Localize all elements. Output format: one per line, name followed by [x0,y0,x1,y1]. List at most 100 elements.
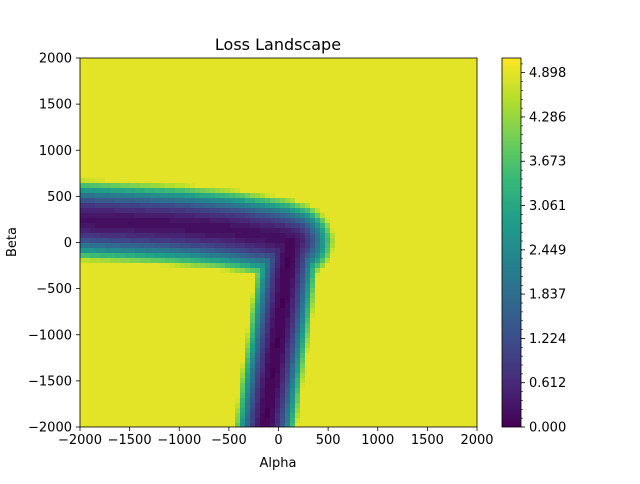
contour-cell [90,63,96,69]
contour-cell [255,118,261,124]
contour-cell [315,113,321,119]
contour-cell [80,168,86,174]
contour-cell [390,93,396,99]
contour-cell [270,188,276,194]
contour-cell [435,258,441,264]
contour-cell [470,213,476,219]
contour-cell [185,193,191,199]
contour-cell [455,98,461,104]
contour-cell [465,273,471,279]
contour-cell [105,63,111,69]
contour-cell [285,118,291,124]
contour-cell [345,363,351,369]
contour-cell [365,163,371,169]
contour-cell [360,213,366,219]
contour-cell [370,208,376,214]
contour-cell [130,133,136,139]
contour-cell [235,108,241,114]
contour-cell [440,78,446,84]
contour-cell [355,108,361,114]
contour-cell [190,343,196,349]
contour-cell [430,78,436,84]
contour-cell [230,213,236,219]
contour-cell [355,58,361,64]
contour-cell [405,303,411,309]
contour-cell [85,288,91,294]
contour-cell [425,153,431,159]
contour-cell [180,58,186,64]
contour-cell [120,138,126,144]
contour-cell [330,363,336,369]
contour-cell [215,278,221,284]
contour-cell [450,243,456,249]
contour-cell [470,63,476,69]
contour-cell [240,173,246,179]
contour-cell [130,78,136,84]
contour-cell [255,228,261,234]
contour-cell [240,233,246,239]
contour-cell [270,73,276,79]
contour-cell [360,343,366,349]
contour-cell [290,58,296,64]
contour-cell [300,178,306,184]
contour-cell [145,248,151,254]
contour-cell [95,308,101,314]
contour-cell [165,213,171,219]
contour-cell [470,88,476,94]
contour-cell [185,278,191,284]
contour-cell [155,168,161,174]
contour-cell [425,133,431,139]
contour-cell [115,203,121,209]
contour-cell [385,248,391,254]
contour-cell [135,133,141,139]
contour-cell [450,178,456,184]
contour-cell [290,183,296,189]
contour-cell [375,178,381,184]
contour-cell [245,318,251,324]
contour-cell [355,263,361,269]
contour-cell [325,133,331,139]
contour-cell [160,293,166,299]
contour-cell [275,363,281,369]
contour-cell [340,58,346,64]
contour-cell [425,343,431,349]
contour-cell [265,318,271,324]
contour-cell [340,218,346,224]
contour-cell [405,158,411,164]
contour-cell [200,133,206,139]
contour-cell [335,238,341,244]
contour-cell [200,128,206,134]
contour-cell [245,178,251,184]
contour-cell [215,308,221,314]
contour-cell [210,288,216,294]
contour-cell [400,93,406,99]
contour-cell [180,153,186,159]
contour-cell [235,233,241,239]
contour-cell [200,143,206,149]
contour-cell [130,128,136,134]
contour-cell [290,363,296,369]
contour-cell [350,303,356,309]
contour-cell [315,148,321,154]
contour-cell [290,83,296,89]
contour-cell [440,278,446,284]
contour-cell [265,233,271,239]
contour-cell [320,233,326,239]
contour-cell [245,358,251,364]
contour-cell [155,243,161,249]
contour-cell [175,153,181,159]
contour-cell [390,148,396,154]
contour-cell [200,283,206,289]
contour-cell [260,288,266,294]
contour-cell [315,333,321,339]
contour-cell [230,368,236,374]
contour-cell [290,323,296,329]
contour-cell [80,88,86,94]
contour-cell [305,73,311,79]
contour-cell [440,323,446,329]
contour-cell [170,88,176,94]
contour-cell [465,118,471,124]
contour-cell [430,123,436,129]
contour-cell [405,278,411,284]
contour-cell [320,203,326,209]
